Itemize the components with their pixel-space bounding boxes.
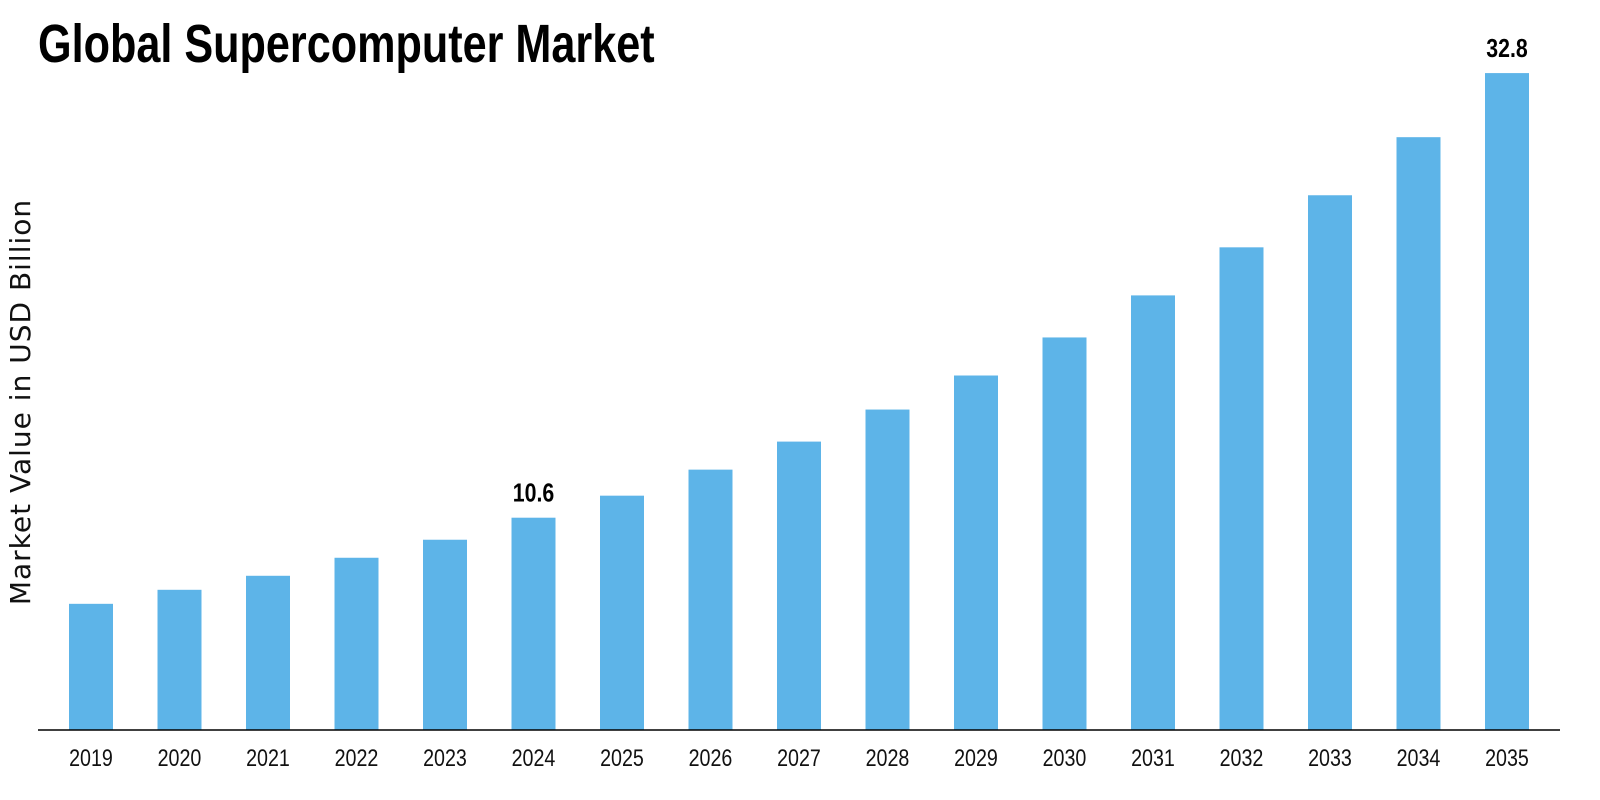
x-tick-2021: 2021 <box>246 744 290 771</box>
bar-2023 <box>423 539 467 730</box>
bar-2029 <box>954 375 998 730</box>
chart-title: Global Supercomputer Market <box>38 15 655 75</box>
y-axis-label: Market Value in USD Billion <box>4 199 37 605</box>
bars-group <box>69 73 1529 731</box>
bar-2025 <box>600 495 644 730</box>
data-label-2035: 32.8 <box>1486 34 1527 64</box>
x-tick-2024: 2024 <box>512 744 556 771</box>
bar-2033 <box>1308 195 1352 731</box>
x-tick-2022: 2022 <box>335 744 379 771</box>
x-tick-2030: 2030 <box>1043 744 1087 771</box>
x-tick-2033: 2033 <box>1308 744 1352 771</box>
x-tick-2026: 2026 <box>689 744 733 771</box>
x-tick-2034: 2034 <box>1397 744 1441 771</box>
bar-2024 <box>511 517 556 730</box>
x-tick-2028: 2028 <box>866 744 910 771</box>
bar-2028 <box>865 409 910 730</box>
bar-2034 <box>1396 137 1441 730</box>
bar-2035 <box>1485 73 1529 731</box>
bar-2021 <box>246 575 290 730</box>
bar-2030 <box>1042 337 1087 730</box>
data-labels: 10.6 32.8 <box>513 34 1528 508</box>
bar-2020 <box>157 589 202 730</box>
x-tick-2032: 2032 <box>1220 744 1264 771</box>
x-tick-2023: 2023 <box>423 744 467 771</box>
x-tick-2029: 2029 <box>954 744 998 771</box>
bar-2027 <box>777 441 821 730</box>
data-label-2024: 10.6 <box>513 479 554 509</box>
bar-2032 <box>1219 247 1264 730</box>
x-tick-labels: 2019 2020 2021 2022 2023 2024 2025 2026 2027 2028… <box>69 744 1529 771</box>
bar-2022 <box>334 557 379 730</box>
bar-2026 <box>688 469 733 730</box>
x-tick-2035: 2035 <box>1485 744 1529 771</box>
x-tick-2031: 2031 <box>1131 744 1175 771</box>
x-tick-2020: 2020 <box>158 744 202 771</box>
bar-2031 <box>1131 295 1175 730</box>
bar-2019 <box>69 603 113 730</box>
x-tick-2027: 2027 <box>777 744 821 771</box>
x-tick-2019: 2019 <box>69 744 113 771</box>
x-tick-2025: 2025 <box>600 744 644 771</box>
